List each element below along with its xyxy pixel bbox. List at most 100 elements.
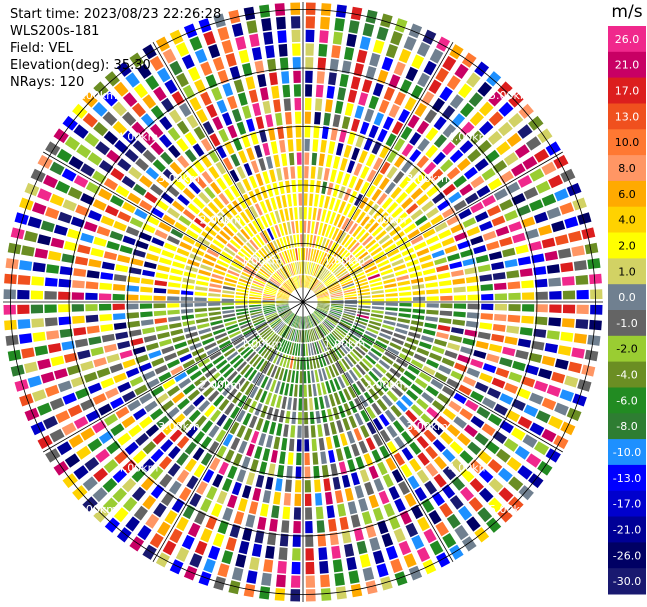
range-gate xyxy=(75,204,90,217)
range-gate xyxy=(292,277,298,289)
range-gate xyxy=(370,313,384,319)
range-gate xyxy=(200,138,213,152)
range-gate xyxy=(403,36,417,51)
range-gate xyxy=(393,171,405,184)
range-gate xyxy=(279,288,291,296)
range-gate xyxy=(370,347,383,357)
range-gate xyxy=(331,545,341,559)
range-gate xyxy=(96,367,111,378)
range-gate xyxy=(310,263,316,275)
range-gate xyxy=(185,265,198,273)
range-gate xyxy=(49,397,65,411)
range-gate xyxy=(227,370,238,382)
colorbar-segment xyxy=(608,464,646,492)
range-gate xyxy=(188,181,201,195)
range-gate xyxy=(320,339,328,352)
range-gate xyxy=(293,521,301,534)
range-gate xyxy=(347,386,357,399)
range-gate xyxy=(249,291,262,295)
range-gate xyxy=(423,528,437,544)
range-gate xyxy=(125,226,140,237)
range-gate xyxy=(448,400,462,413)
range-gate xyxy=(184,441,197,455)
range-gate xyxy=(189,492,202,507)
range-gate xyxy=(384,283,397,289)
range-gate xyxy=(183,326,197,333)
range-gate xyxy=(286,280,295,291)
range-gate xyxy=(102,497,118,513)
range-gate xyxy=(204,405,216,418)
range-gate xyxy=(349,242,360,253)
range-gate xyxy=(320,574,330,588)
range-gate xyxy=(306,275,310,288)
range-gate xyxy=(395,380,408,392)
range-ring-label: 5.00km xyxy=(75,503,117,516)
range-gate xyxy=(508,476,524,492)
range-gate xyxy=(259,129,268,143)
range-gate xyxy=(442,533,457,549)
range-gate xyxy=(437,393,451,405)
range-gate xyxy=(266,284,278,291)
range-gate xyxy=(208,545,221,560)
range-gate xyxy=(150,385,164,397)
range-gate xyxy=(372,82,384,97)
range-gate xyxy=(236,409,246,423)
range-gate xyxy=(437,324,451,332)
range-gate xyxy=(284,282,294,292)
range-gate xyxy=(296,316,300,329)
range-gate xyxy=(411,534,425,550)
range-gate xyxy=(398,48,412,64)
range-gate xyxy=(292,57,301,70)
range-gate xyxy=(131,486,146,502)
range-gate xyxy=(393,528,406,543)
range-gate xyxy=(237,498,248,512)
range-gate xyxy=(410,359,424,369)
range-gate xyxy=(393,264,406,272)
range-gate xyxy=(534,148,550,163)
range-gate xyxy=(333,392,341,405)
range-gate xyxy=(454,63,469,79)
range-gate xyxy=(204,367,217,378)
range-gate xyxy=(508,371,523,383)
range-gate xyxy=(321,181,328,195)
range-gate xyxy=(535,304,548,313)
colorbar-tick-label: 10.0 xyxy=(615,136,640,149)
range-gate xyxy=(285,180,291,194)
range-gate xyxy=(46,264,60,274)
range-gate xyxy=(358,305,371,309)
range-gate xyxy=(408,331,421,339)
range-gate xyxy=(498,121,513,137)
range-gate xyxy=(385,298,398,302)
range-gate xyxy=(99,282,112,290)
range-gate xyxy=(385,302,398,306)
range-gate xyxy=(289,342,294,355)
range-gate xyxy=(262,420,270,433)
range-gate xyxy=(401,394,414,407)
range-gate xyxy=(231,108,242,123)
range-gate xyxy=(32,389,47,402)
range-gate xyxy=(280,310,292,318)
range-gate xyxy=(112,487,127,503)
range-gate xyxy=(110,167,125,181)
range-gate xyxy=(142,327,155,335)
range-gate xyxy=(479,372,493,384)
range-gate xyxy=(252,371,261,384)
range-gate xyxy=(140,113,155,128)
range-gate xyxy=(306,357,310,370)
range-gate xyxy=(315,506,324,520)
range-gate xyxy=(103,413,118,426)
range-gate xyxy=(405,522,419,538)
range-gate xyxy=(529,422,545,436)
range-gate xyxy=(208,298,221,302)
range-gate xyxy=(330,294,343,298)
range-gate xyxy=(538,368,553,380)
range-gate xyxy=(153,303,166,309)
range-gate xyxy=(587,258,601,270)
range-gate xyxy=(193,126,206,140)
range-gate xyxy=(329,260,339,271)
range-gate xyxy=(454,525,469,541)
range-gate xyxy=(27,375,42,388)
range-gate xyxy=(559,202,574,215)
range-gate xyxy=(248,400,258,414)
range-gate xyxy=(24,361,38,374)
